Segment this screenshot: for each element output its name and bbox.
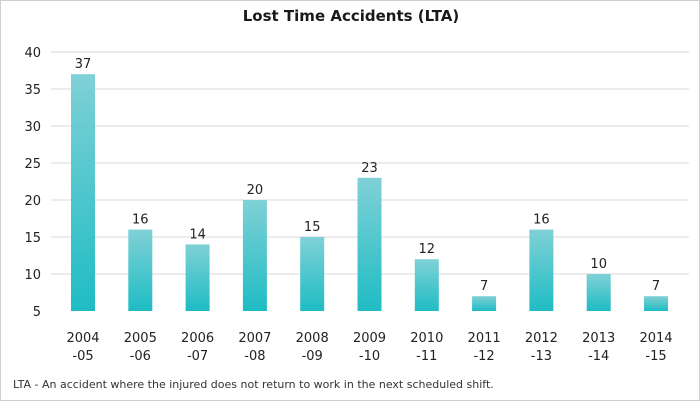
bar-value-labels: 37 16 14 20 15 23 12 7 16 10 7 [75, 57, 660, 294]
y-tick-label: 20 [24, 194, 41, 209]
bar-value-label: 12 [419, 242, 436, 257]
bar [644, 296, 668, 311]
chart-title: Lost Time Accidents (LTA) [242, 7, 460, 25]
bar [357, 177, 382, 311]
y-tick-label: 15 [24, 231, 41, 246]
bar-value-label: 10 [590, 257, 607, 272]
bars [71, 74, 668, 311]
bar-value-label: 16 [132, 213, 149, 228]
bar-value-label: 14 [189, 227, 206, 242]
x-tick-label: 2014 -15 [639, 331, 672, 364]
footnote: LTA - An accident where the injured does… [13, 378, 494, 391]
x-tick-label: 2009 -10 [353, 331, 386, 364]
bar-value-label: 37 [75, 57, 92, 72]
x-tick-label: 2013 -14 [582, 331, 615, 364]
bar-value-label: 7 [652, 279, 660, 294]
x-tick-label: 2006 -07 [181, 331, 214, 364]
x-tick-label: 2007 -08 [238, 331, 271, 364]
bar [414, 259, 439, 311]
y-tick-label: 30 [24, 120, 41, 135]
bar [300, 237, 325, 311]
x-tick-label: 2004 -05 [66, 331, 99, 364]
x-tick-label: 2011 -12 [468, 331, 501, 364]
bar-value-label: 20 [247, 183, 264, 198]
x-tick-label: 2005 -06 [124, 331, 157, 364]
x-tick-label: 2010 -11 [410, 331, 443, 364]
bar [242, 200, 267, 311]
x-tick-label: 2008 -09 [296, 331, 329, 364]
y-tick-label: 10 [24, 268, 41, 283]
y-tick-label: 40 [24, 46, 41, 61]
y-axis-ticks: 40 35 30 25 20 15 10 5 [24, 46, 41, 320]
bar [128, 229, 153, 311]
bar-value-label: 23 [361, 161, 378, 176]
bar [185, 244, 210, 311]
x-axis-ticks: 2004 -05 2005 -06 2006 -07 2007 -08 2008 -09 2009-… [66, 331, 672, 364]
bar-value-label: 7 [480, 279, 488, 294]
bar [586, 274, 611, 311]
y-tick-label: 5 [33, 305, 41, 320]
y-tick-label: 25 [24, 157, 41, 172]
bar-value-label: 15 [304, 220, 321, 235]
bar [472, 296, 497, 311]
bar [71, 74, 95, 311]
y-tick-label: 35 [24, 83, 41, 98]
bar [529, 229, 554, 311]
bar-value-label: 16 [533, 213, 550, 228]
x-tick-label: 2012 -13 [525, 331, 558, 364]
